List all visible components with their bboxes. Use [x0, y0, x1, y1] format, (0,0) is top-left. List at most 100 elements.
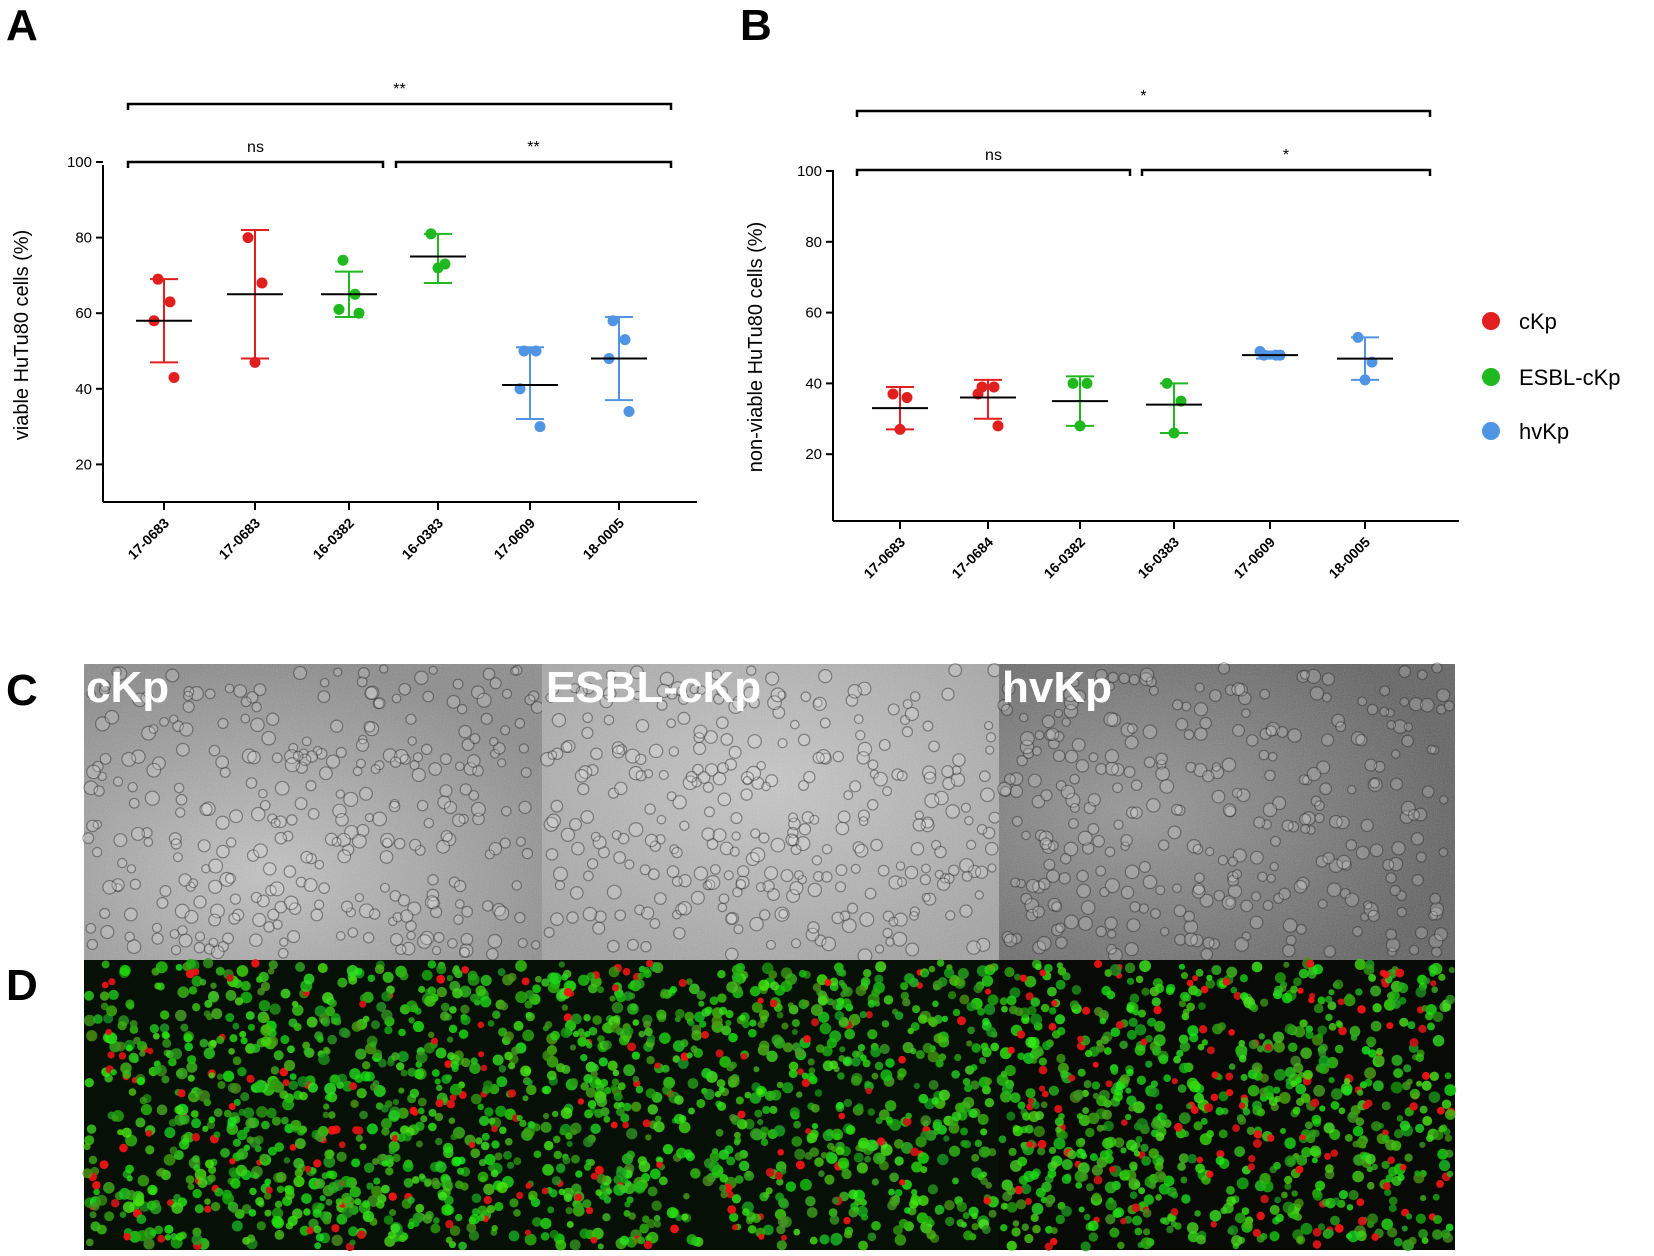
- significance-bracket: [394, 160, 673, 168]
- data-point: [425, 228, 437, 240]
- chart-b: non-viable HuTu80 cells (%) 20406080100 …: [745, 88, 1459, 581]
- y-tick-label: 60: [75, 305, 92, 322]
- data-point: [619, 334, 631, 346]
- significance-label: **: [527, 139, 539, 156]
- x-tick-label: 18-0005: [579, 515, 627, 563]
- data-group: [502, 345, 558, 433]
- data-point: [623, 405, 635, 417]
- panel-label-b: B: [740, 1, 772, 50]
- legend-label: ESBL-cKp: [1519, 365, 1621, 390]
- significance-label: ns: [247, 139, 264, 156]
- legend-marker: [1482, 422, 1500, 440]
- significance-label: *: [1140, 88, 1146, 105]
- legend: cKp ESBL-cKp hvKp: [1482, 309, 1621, 444]
- data-point: [1081, 377, 1093, 389]
- data-group: [321, 254, 377, 319]
- data-point: [901, 392, 913, 404]
- significance-bracket: [126, 102, 673, 110]
- legend-label: hvKp: [1519, 419, 1569, 444]
- data-point: [1168, 427, 1180, 439]
- data-point: [256, 277, 268, 289]
- y-axis-label: viable HuTu80 cells (%): [11, 230, 33, 440]
- x-tick-label: 16-0382: [309, 515, 357, 563]
- x-tick-label: 16-0383: [1134, 534, 1182, 582]
- data-point: [988, 381, 1000, 393]
- y-tick-label: 80: [805, 234, 822, 251]
- legend-label: cKp: [1519, 309, 1557, 334]
- data-point: [1352, 331, 1364, 343]
- micrograph-label: ESBL-cKp: [546, 663, 761, 712]
- fluorescence-esbl-ckp: [540, 959, 1000, 1251]
- data-point: [514, 383, 526, 395]
- data-point: [1074, 420, 1086, 432]
- data-point: [530, 345, 542, 357]
- x-tick-label: 17-0683: [124, 515, 172, 563]
- micrograph-label: cKp: [86, 663, 169, 712]
- data-point: [1161, 377, 1173, 389]
- legend-item-esbl-ckp: ESBL-cKp: [1482, 365, 1621, 390]
- x-tick-label: 16-0383: [398, 515, 446, 563]
- panel-label-d: D: [6, 961, 38, 1010]
- data-point: [534, 421, 546, 433]
- data-group: [136, 273, 192, 383]
- data-point: [992, 420, 1004, 432]
- panel-label-c: C: [6, 666, 38, 715]
- micrograph-ckp: cKp: [82, 663, 544, 961]
- chart-a: viable HuTu80 cells (%) 20 40 60 80 100 17-0…: [11, 81, 697, 562]
- data-point: [249, 356, 261, 368]
- x-tick-label: 17-0683: [215, 515, 263, 563]
- data-point: [242, 232, 254, 244]
- legend-marker: [1482, 368, 1500, 386]
- y-tick-label: 80: [75, 230, 92, 247]
- legend-item-hvkp: hvKp: [1482, 419, 1569, 444]
- data-point: [518, 345, 530, 357]
- significance-bracket: [855, 109, 1432, 117]
- data-group: [1052, 375, 1108, 432]
- data-group: [410, 228, 466, 284]
- data-group: [1146, 377, 1202, 439]
- micrograph-label: hvKp: [1002, 663, 1112, 712]
- data-group: [591, 315, 647, 417]
- data-group: [1337, 331, 1393, 386]
- x-tick-label: 17-0683: [860, 534, 908, 582]
- data-point: [353, 307, 365, 319]
- data-point: [432, 262, 444, 274]
- x-tick-label: 18-0005: [1325, 534, 1373, 582]
- data-point: [1067, 377, 1079, 389]
- fluorescence-ckp: [82, 957, 542, 1252]
- significance-bracket: [126, 160, 385, 168]
- data-point: [887, 388, 899, 400]
- significance-bracket: [855, 168, 1132, 176]
- y-tick-label: 60: [805, 305, 822, 322]
- data-group: [227, 229, 283, 368]
- significance-bracket: [1140, 168, 1432, 176]
- fluorescence-micrographs: [82, 957, 1457, 1252]
- y-tick-label: 40: [75, 381, 92, 398]
- legend-item-ckp: cKp: [1482, 309, 1557, 334]
- y-tick-label: 20: [75, 456, 92, 473]
- micrograph-hvkp: hvKp: [997, 662, 1455, 963]
- data-point: [337, 254, 349, 266]
- x-tick-label: 17-0684: [948, 534, 996, 582]
- significance-label: **: [393, 81, 405, 98]
- y-tick-label: 100: [797, 163, 822, 180]
- x-tick-label: 17-0609: [490, 515, 538, 563]
- data-point: [1359, 374, 1371, 386]
- data-point: [152, 273, 164, 285]
- x-tick-label: 16-0382: [1040, 534, 1088, 582]
- panel-label-a: A: [6, 1, 38, 50]
- data-point: [894, 423, 906, 435]
- data-point: [164, 296, 176, 308]
- fluorescence-hvkp: [996, 957, 1457, 1252]
- significance-label: *: [1283, 147, 1289, 164]
- y-tick-label: 100: [67, 154, 92, 171]
- brightfield-micrographs: cKp ESBL-cKp hvKp: [82, 662, 1455, 964]
- x-tick-label: 17-0609: [1230, 534, 1278, 582]
- data-point: [168, 371, 180, 383]
- significance-label: ns: [985, 147, 1002, 164]
- micrograph-esbl-ckp: ESBL-cKp: [540, 663, 1002, 964]
- data-group: [872, 385, 928, 435]
- data-group: [1242, 346, 1298, 361]
- y-tick-label: 20: [805, 446, 822, 463]
